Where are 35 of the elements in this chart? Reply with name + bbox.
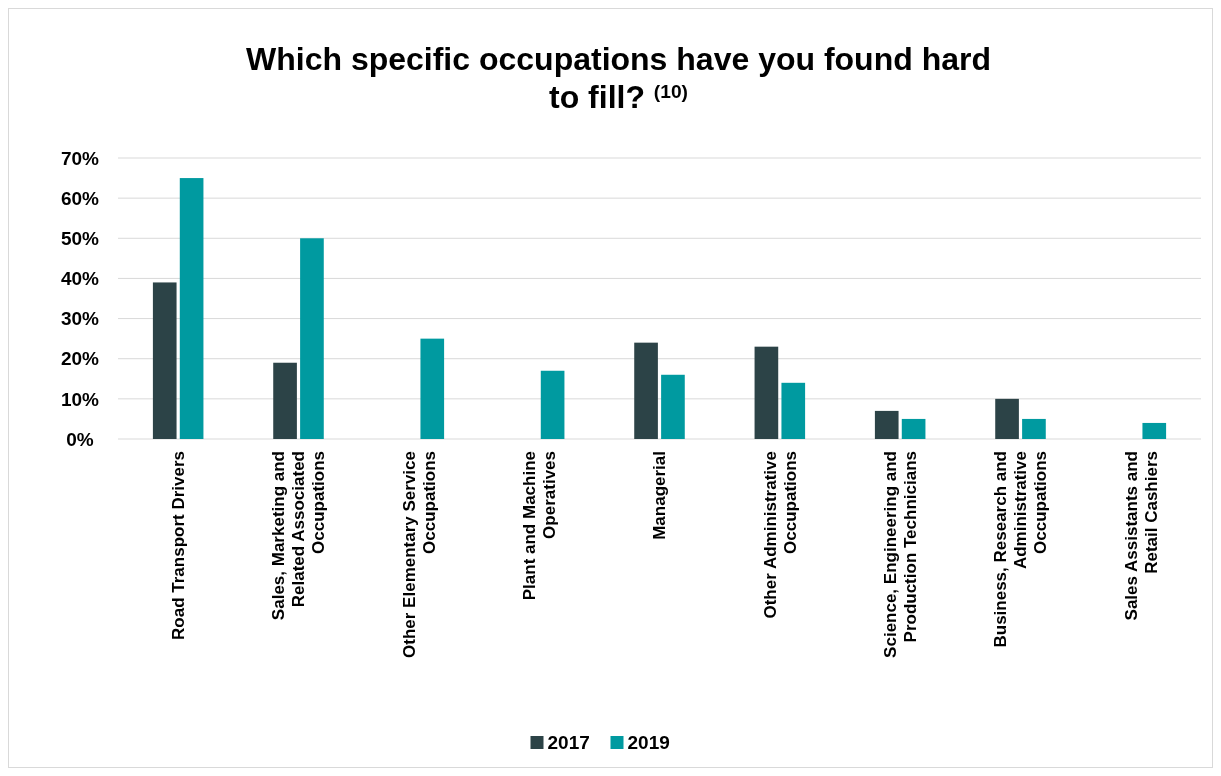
bar [1022,418,1046,439]
bar [273,362,297,439]
legend-label: 2019 [627,732,670,754]
y-tick-label: 30% [60,308,100,330]
y-tick-label: 60% [60,187,100,209]
y-tick-label: 50% [60,227,100,249]
y-tick-label: 20% [60,348,100,370]
bar [781,382,806,439]
x-tick-label: Other Elementary Service Occupations [399,451,439,658]
bar [300,238,324,439]
x-tick-label: Sales, Marketing and Related Associated Occupations [269,451,329,621]
y-tick-label: 10% [60,388,100,410]
y-tick-label: 70% [60,147,100,169]
bar [179,178,204,439]
x-tick-label: Managerial [650,451,670,540]
bar [540,370,565,439]
bar [634,342,658,439]
x-tick-label: Road Transport Drivers [169,451,189,640]
legend-label: 2017 [547,732,590,754]
chart-title: Which specific occupations have you found hard to fill? $^{(10)}$ [246,41,991,115]
y-tick-label: 40% [60,268,100,290]
bar [995,398,1019,439]
x-tick-label: Other Administrative Occupations [760,451,800,619]
x-tick-label: Plant and Machine Operatives [520,451,560,601]
bar [901,418,926,439]
bar [152,282,177,439]
y-tick-label: 0% [66,428,94,450]
bar [874,410,899,439]
bar [754,346,779,439]
x-tick-label: Sales Assistants and Retail Cashiers [1121,451,1161,621]
bar [420,338,445,439]
x-tick-label: Science, Engineering and Production Technicians [881,451,921,658]
x-tick-label: Business, Research and Administrative Occupations [991,451,1051,648]
bar [661,374,685,439]
bar [1142,422,1167,439]
